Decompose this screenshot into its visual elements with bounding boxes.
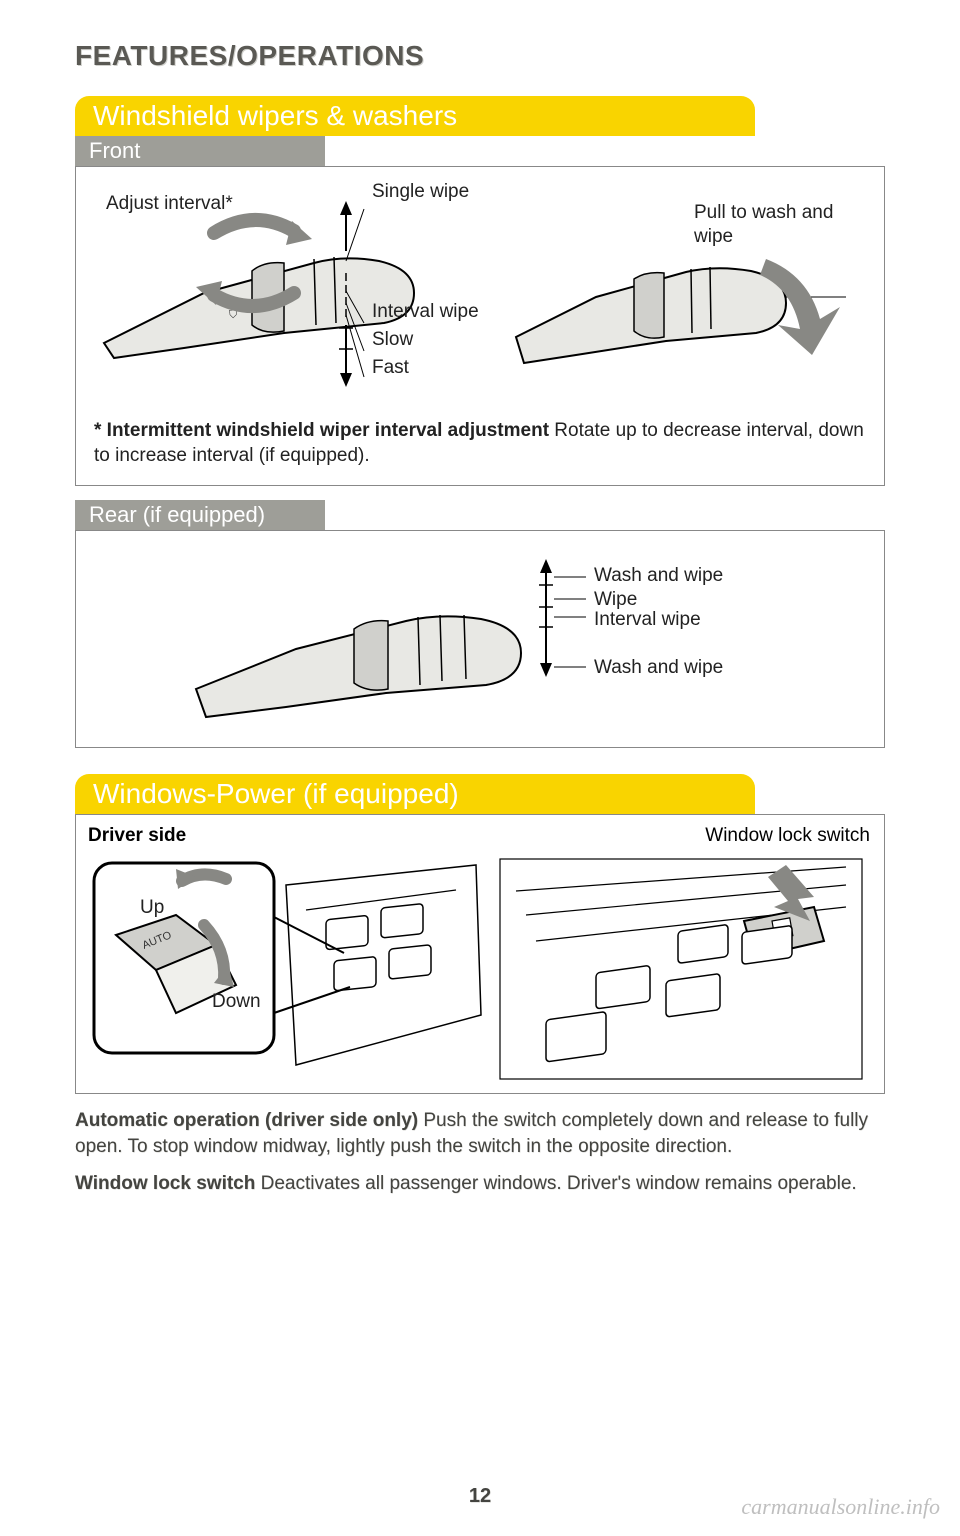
para2-bold: Window lock switch [75, 1173, 255, 1194]
front-tab: Front [75, 136, 325, 166]
rear-figure: Wash and wipe Wipe Interval wipe Wash an… [75, 530, 885, 748]
para-window-lock: Window lock switch Deactivates all passe… [75, 1171, 885, 1197]
para2-rest: Deactivates all passenger windows. Drive… [255, 1173, 856, 1194]
label-interval-wipe2: Interval wipe [594, 609, 701, 631]
front-figure: ⛉ ⛉ Adjust interval* Single wipe Interva… [75, 166, 885, 486]
watermark: carmanualsonline.info [741, 1494, 940, 1520]
section2-title: Windows-Power (if equipped) [75, 774, 755, 814]
page-header: FEATURES/OPERATIONS [75, 40, 885, 72]
label-wash-wipe-top: Wash and wipe [594, 565, 723, 587]
label-down: Down [212, 991, 261, 1013]
front-footnote: * Intermittent windshield wiper interval… [94, 418, 866, 469]
label-pull-wash: Pull to wash and wipe [694, 201, 854, 249]
driver-side-label: Driver side [88, 825, 186, 847]
label-up: Up [140, 897, 164, 919]
label-interval-wipe: Interval wipe [372, 301, 479, 323]
label-slow: Slow [372, 329, 413, 351]
driver-window-panel: AUTO [86, 855, 486, 1085]
label-wash-wipe-bottom: Wash and wipe [594, 657, 723, 679]
label-wipe: Wipe [594, 589, 637, 611]
label-fast: Fast [372, 357, 409, 379]
window-lock-label: Window lock switch [705, 825, 870, 847]
section1-title: Windshield wipers & washers [75, 96, 755, 136]
footnote-bold: * Intermittent windshield wiper interval… [94, 420, 549, 441]
label-adjust-interval: Adjust interval* [106, 193, 233, 215]
para-auto-operation: Automatic operation (driver side only) P… [75, 1108, 885, 1159]
page-number: 12 [469, 1485, 491, 1508]
rear-tab: Rear (if equipped) [75, 500, 325, 530]
para1-bold: Automatic operation (driver side only) [75, 1110, 418, 1131]
windows-figure: Driver side Window lock switch AUTO [75, 814, 885, 1094]
wiper-stalk-rear [186, 549, 586, 729]
window-lock-panel [496, 855, 866, 1085]
label-single-wipe: Single wipe [372, 181, 469, 203]
